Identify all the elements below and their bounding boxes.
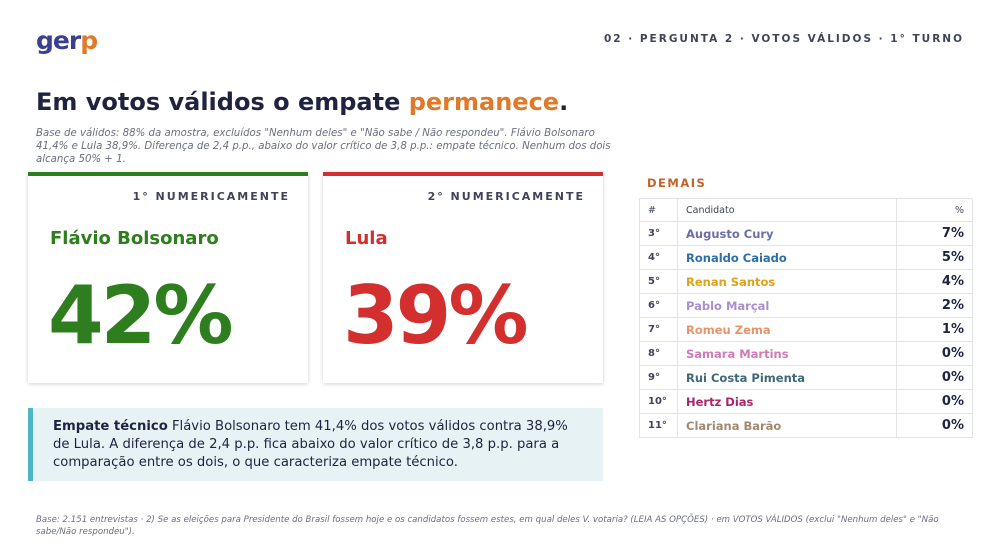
card-rank-label: 2° NUMERICAMENTE — [427, 190, 585, 203]
card-candidate-name: Lula — [345, 228, 388, 249]
empate-tecnico-note: Empate técnico Flávio Bolsonaro tem 41,4… — [28, 408, 603, 481]
row-candidate-name: Hertz Dias — [677, 389, 897, 414]
row-candidate-name: Samara Martins — [677, 341, 897, 366]
title-main: Em votos válidos o empate — [36, 88, 409, 116]
card-percentage: 39% — [343, 269, 528, 362]
demais-section-label: DEMAIS — [647, 176, 707, 190]
row-candidate-name: Ronaldo Caiado — [677, 245, 897, 270]
row-percent: 0% — [896, 341, 973, 366]
title-accent: permanece — [408, 88, 560, 116]
note-bold-label: Empate técnico — [53, 419, 168, 434]
candidate-card-second: 2° NUMERICAMENTE Lula 39% — [323, 172, 603, 383]
table-row: 3° Augusto Cury 7% — [639, 221, 973, 246]
row-rank: 8° — [639, 341, 678, 366]
logo-text: ger — [36, 26, 81, 55]
table-row: 8° Samara Martins 0% — [639, 341, 973, 366]
row-rank: 5° — [639, 269, 678, 294]
table-row: 10° Hertz Dias 0% — [639, 389, 973, 414]
header-percent: % — [896, 198, 973, 222]
row-rank: 11° — [639, 413, 678, 438]
row-candidate-name: Rui Costa Pimenta — [677, 365, 897, 390]
breadcrumb: 02 · PERGUNTA 2 · VOTOS VÁLIDOS · 1° TUR… — [603, 33, 964, 45]
row-rank: 6° — [639, 293, 678, 318]
header-rank: # — [639, 198, 678, 222]
row-percent: 0% — [896, 389, 973, 414]
table-header-row: # Candidato % — [639, 198, 973, 222]
row-rank: 9° — [639, 365, 678, 390]
row-percent: 4% — [896, 269, 973, 294]
logo-accent: p — [80, 26, 98, 55]
card-percentage: 42% — [48, 269, 233, 362]
table-row: 9° Rui Costa Pimenta 0% — [639, 365, 973, 390]
row-rank: 10° — [639, 389, 678, 414]
row-candidate-name: Romeu Zema — [677, 317, 897, 342]
row-percent: 5% — [896, 245, 973, 270]
row-percent: 1% — [896, 317, 973, 342]
row-percent: 2% — [896, 293, 973, 318]
row-rank: 4° — [639, 245, 678, 270]
table-row: 5° Renan Santos 4% — [639, 269, 973, 294]
note-text: Flávio Bolsonaro tem 41,4% dos votos vál… — [53, 419, 568, 470]
page-subtitle: Base de válidos: 88% da amostra, excluíd… — [36, 128, 611, 165]
card-candidate-name: Flávio Bolsonaro — [50, 228, 219, 249]
header-candidate: Candidato — [677, 198, 897, 222]
row-rank: 3° — [639, 221, 678, 246]
title-end: . — [559, 88, 569, 116]
row-percent: 0% — [896, 413, 973, 438]
footer-note: Base: 2.151 entrevistas · 2) Se as eleiç… — [36, 515, 939, 537]
page-title: Em votos válidos o empate permanece. — [36, 88, 568, 116]
row-candidate-name: Renan Santos — [677, 269, 897, 294]
card-rank-label: 1° NUMERICAMENTE — [132, 190, 290, 203]
table-row: 7° Romeu Zema 1% — [639, 317, 973, 342]
row-candidate-name: Clariana Barão — [677, 413, 897, 438]
demais-table: # Candidato % 3° Augusto Cury 7% 4° Ronaldo … — [639, 198, 973, 438]
table-row: 6° Pablo Marçal 2% — [639, 293, 973, 318]
table-row: 4° Ronaldo Caiado 5% — [639, 245, 973, 270]
row-rank: 7° — [639, 317, 678, 342]
candidate-card-first: 1° NUMERICAMENTE Flávio Bolsonaro 42% — [28, 172, 308, 383]
row-candidate-name: Augusto Cury — [677, 221, 897, 246]
row-percent: 7% — [896, 221, 973, 246]
row-candidate-name: Pablo Marçal — [677, 293, 897, 318]
table-row: 11° Clariana Barão 0% — [639, 413, 973, 438]
gerp-logo: gerp — [36, 26, 98, 55]
row-percent: 0% — [896, 365, 973, 390]
